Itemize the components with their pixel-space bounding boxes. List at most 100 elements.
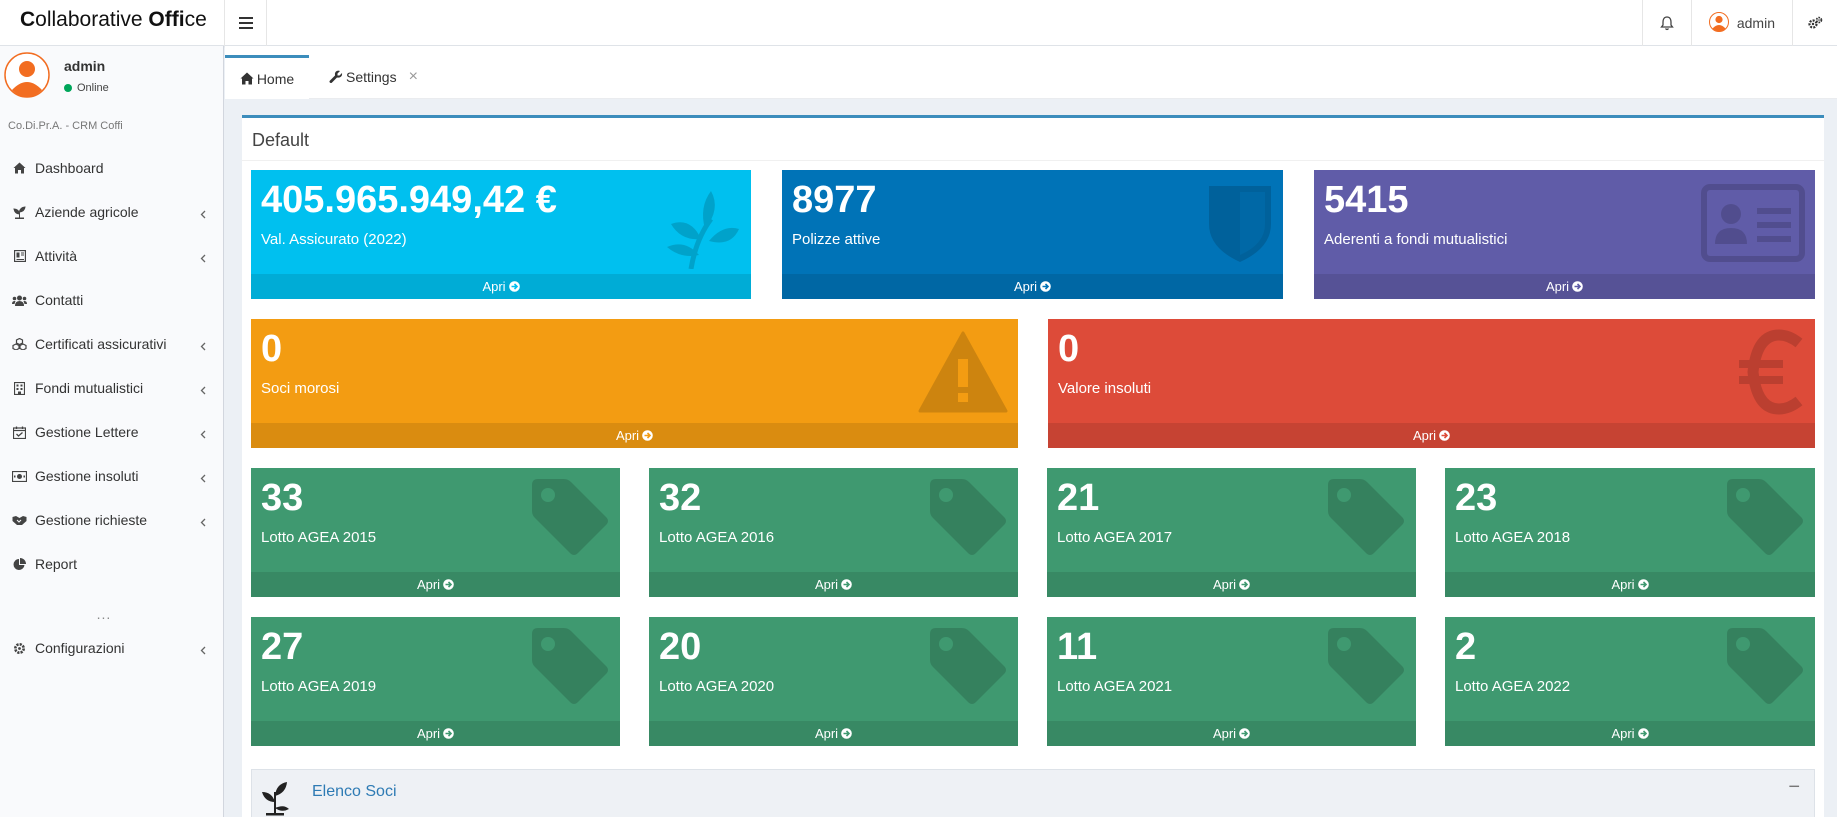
stat-label: Val. Assicurato (2022) xyxy=(261,231,407,248)
user-avatar-icon xyxy=(4,52,50,98)
user-menu-label: admin xyxy=(1736,15,1775,31)
stat-label: Lotto AGEA 2018 xyxy=(1455,529,1571,546)
open-label: Apri xyxy=(1611,726,1635,741)
open-card-button[interactable]: Apri xyxy=(1445,572,1815,597)
sidebar-menu-config: Configurazioni xyxy=(0,626,224,670)
stat-label: Lotto AGEA 2022 xyxy=(1455,678,1571,695)
open-card-button[interactable]: Apri xyxy=(1047,721,1416,746)
top-header: Collaborative Office admin xyxy=(0,0,1837,46)
avatar xyxy=(4,52,50,101)
sidebar-user-name: admin xyxy=(64,58,106,74)
open-card-button[interactable]: Apri xyxy=(251,423,1018,448)
stat-label: Lotto AGEA 2020 xyxy=(659,678,775,695)
open-card-button[interactable]: Apri xyxy=(649,721,1018,746)
elenco-soci-link[interactable]: Elenco Soci xyxy=(312,783,397,800)
open-label: Apri xyxy=(615,428,640,443)
leaf-icon xyxy=(661,179,741,272)
sidebar-item-report[interactable]: Report xyxy=(0,542,224,586)
box-divider xyxy=(242,160,1824,161)
arrow-circle-right-icon xyxy=(1040,281,1051,292)
sidebar-item-label: Fondi mutualistici xyxy=(35,380,144,396)
shield-icon xyxy=(1207,184,1273,267)
warning-icon xyxy=(918,331,1008,416)
stat-label: Valore insoluti xyxy=(1058,380,1152,397)
tab-bar: Home Settings × xyxy=(225,46,1837,99)
notifications-button[interactable] xyxy=(1641,0,1691,46)
sidebar-item-gestione-lettere[interactable]: Gestione Lettere xyxy=(0,410,224,454)
open-card-button[interactable]: Apri xyxy=(251,274,751,299)
open-card-button[interactable]: Apri xyxy=(649,572,1018,597)
sidebar-item-gestione-insoluti[interactable]: Gestione insoluti xyxy=(0,454,224,498)
open-label: Apri xyxy=(482,279,506,294)
stat-card-polizze-attive: 8977 Polizze attive Apri xyxy=(782,170,1283,299)
cubes-icon xyxy=(12,337,27,352)
sidebar-item-aziende-agricole[interactable]: Aziende agricole xyxy=(0,190,224,234)
home-icon xyxy=(240,72,254,85)
stat-value: 23 xyxy=(1455,477,1498,519)
stat-label: Lotto AGEA 2021 xyxy=(1057,678,1173,695)
chevron-left-icon xyxy=(200,338,206,354)
online-status-icon xyxy=(64,84,72,92)
stat-label: Soci morosi xyxy=(261,380,340,397)
sidebar-item-dashboard[interactable]: Dashboard xyxy=(0,146,224,190)
sidebar-item-label: Gestione richieste xyxy=(35,512,148,528)
stat-card-valore-insoluti: 0 Valore insoluti Apri xyxy=(1048,319,1815,448)
arrow-circle-right-icon xyxy=(1572,281,1583,292)
open-label: Apri xyxy=(416,726,441,741)
stat-value: 5415 xyxy=(1324,179,1409,221)
collapse-button[interactable]: − xyxy=(1788,776,1800,798)
tab-home[interactable]: Home xyxy=(225,55,309,99)
sidebar-item-label: Configurazioni xyxy=(35,640,125,656)
sidebar-item-label: Aziende agricole xyxy=(35,204,139,220)
open-card-button[interactable]: Apri xyxy=(1047,572,1416,597)
user-status-label: Online xyxy=(77,82,109,94)
open-label: Apri xyxy=(1412,428,1437,443)
app-brand[interactable]: Collaborative Office xyxy=(0,0,224,46)
open-card-button[interactable]: Apri xyxy=(251,721,620,746)
open-card-button[interactable]: Apri xyxy=(251,572,620,597)
euro-icon xyxy=(1739,329,1805,418)
sidebar-item-certificati-assicurativi[interactable]: Certificati assicurativi xyxy=(0,322,224,366)
sidebar-toggle-button[interactable] xyxy=(224,0,267,46)
stat-value: 20 xyxy=(659,626,702,668)
sidebar-menu: Dashboard Aziende agricole Attività Cont… xyxy=(0,146,224,586)
arrow-circle-right-icon xyxy=(1637,728,1649,739)
open-card-button[interactable]: Apri xyxy=(782,274,1283,299)
open-label: Apri xyxy=(1013,279,1038,294)
id-card-icon xyxy=(1701,184,1805,265)
tag-icon xyxy=(1725,626,1805,709)
stat-card-lotto-agea-2017: 21 Lotto AGEA 2017 Apri xyxy=(1047,468,1416,597)
handshake-icon xyxy=(12,513,27,528)
open-card-button[interactable]: Apri xyxy=(1314,274,1815,299)
sidebar-item-configurazioni[interactable]: Configurazioni xyxy=(0,626,224,670)
sidebar-item-attivita[interactable]: Attività xyxy=(0,234,224,278)
sidebar-item-label: Attività xyxy=(35,248,78,264)
open-label: Apri xyxy=(1611,577,1635,592)
arrow-circle-right-icon xyxy=(1239,728,1250,739)
stat-value: 21 xyxy=(1057,477,1100,519)
stat-value: 0 xyxy=(1058,328,1080,370)
open-card-button[interactable]: Apri xyxy=(1445,721,1815,746)
stat-card-valore-assicurato: 405.965.949,42 € Val. Assicurato (2022) … xyxy=(251,170,751,299)
user-status: Online xyxy=(64,82,109,94)
chevron-left-icon xyxy=(200,470,206,486)
tag-icon xyxy=(928,477,1008,560)
stat-card-lotto-agea-2018: 23 Lotto AGEA 2018 Apri xyxy=(1445,468,1815,597)
sidebar-item-contatti[interactable]: Contatti xyxy=(0,278,224,322)
sidebar-item-label: Dashboard xyxy=(35,160,104,176)
settings-gear-button[interactable] xyxy=(1792,0,1837,46)
user-menu-button[interactable]: admin xyxy=(1690,0,1792,46)
tab-settings[interactable]: Settings × xyxy=(329,55,418,99)
tag-icon xyxy=(530,477,610,560)
sidebar-item-fondi-mutualistici[interactable]: Fondi mutualistici xyxy=(0,366,224,410)
open-card-button[interactable]: Apri xyxy=(1048,423,1815,448)
tab-close-button[interactable]: × xyxy=(408,68,418,85)
stat-value: 8977 xyxy=(792,179,877,221)
chevron-left-icon xyxy=(200,250,206,266)
calendar-check-icon xyxy=(12,425,27,440)
sidebar-item-label: Gestione insoluti xyxy=(35,468,139,484)
avatar xyxy=(1708,11,1729,35)
user-panel: admin Online xyxy=(0,46,224,108)
sidebar-item-gestione-richieste[interactable]: Gestione richieste xyxy=(0,498,224,542)
brand-offi: Offi xyxy=(148,8,185,31)
